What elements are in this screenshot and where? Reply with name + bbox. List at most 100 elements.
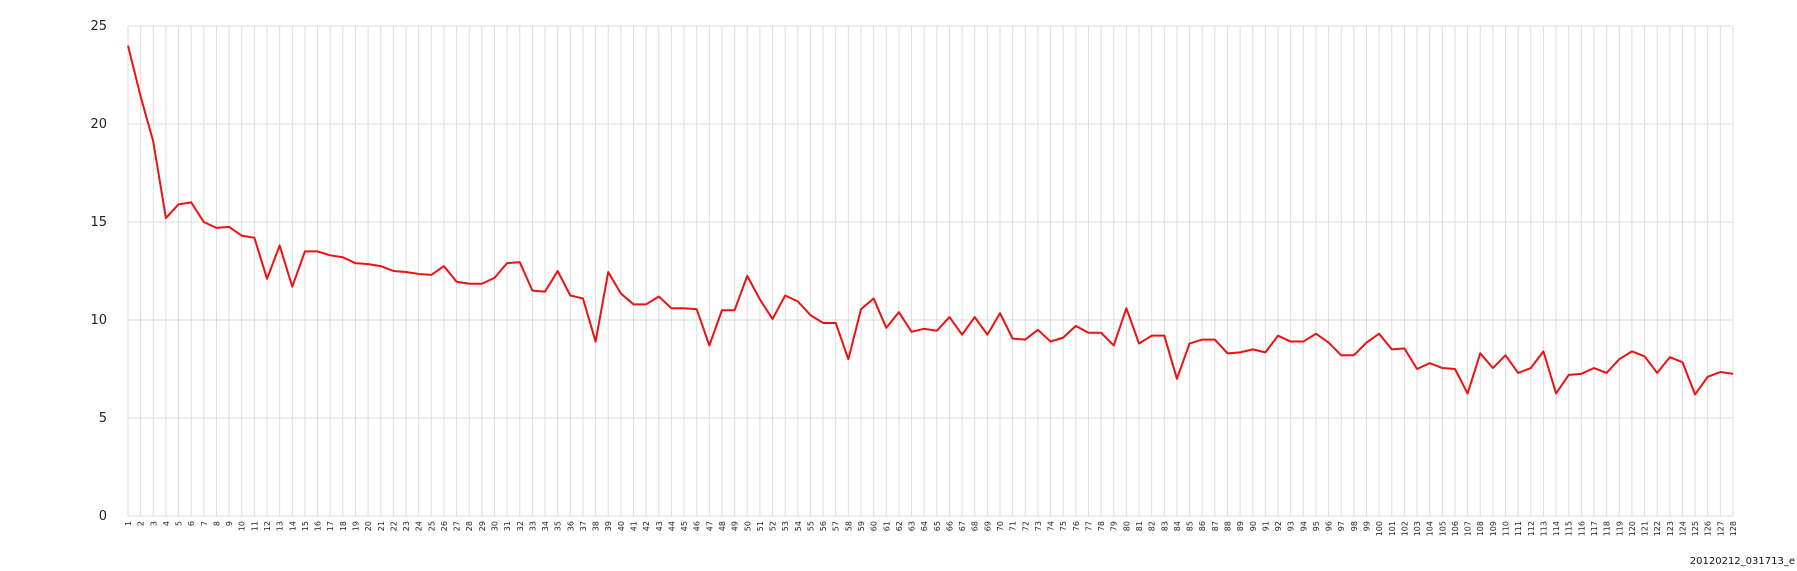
data-point bbox=[1543, 351, 1545, 353]
x-tick-label: 77 bbox=[1084, 521, 1093, 531]
x-tick-label: 40 bbox=[617, 521, 626, 531]
y-tick-label: 5 bbox=[99, 411, 107, 426]
x-tick-label: 48 bbox=[718, 521, 727, 531]
x-tick-label: 42 bbox=[642, 521, 651, 531]
x-tick-label: 69 bbox=[983, 521, 992, 531]
x-tick-label: 23 bbox=[402, 521, 411, 531]
data-point bbox=[570, 295, 572, 297]
x-tick-label: 92 bbox=[1274, 521, 1283, 531]
data-point bbox=[1530, 367, 1532, 369]
data-point bbox=[1189, 343, 1191, 345]
data-point bbox=[1707, 376, 1709, 378]
x-tick-label: 122 bbox=[1653, 521, 1662, 536]
y-tick-label: 10 bbox=[90, 313, 107, 328]
series-line bbox=[127, 45, 1734, 396]
data-point bbox=[1176, 378, 1178, 380]
x-tick-label: 45 bbox=[680, 521, 689, 531]
x-tick-label: 71 bbox=[1009, 521, 1018, 531]
data-point bbox=[1479, 353, 1481, 355]
data-point bbox=[1581, 373, 1583, 375]
x-tick-label: 123 bbox=[1666, 521, 1675, 536]
x-tick-label: 128 bbox=[1729, 521, 1738, 536]
data-point bbox=[746, 275, 748, 277]
x-tick-label: 100 bbox=[1375, 521, 1384, 536]
x-tick-label: 66 bbox=[945, 521, 954, 531]
series-group bbox=[127, 45, 1734, 396]
x-tick-label: 35 bbox=[554, 521, 563, 531]
x-tick-label: 102 bbox=[1400, 521, 1409, 536]
data-point bbox=[1644, 355, 1646, 357]
data-point bbox=[317, 251, 319, 253]
data-point bbox=[1315, 333, 1317, 335]
x-tick-label: 21 bbox=[377, 521, 386, 531]
x-tick-label: 31 bbox=[503, 521, 512, 531]
x-tick-label: 62 bbox=[895, 521, 904, 531]
data-point bbox=[1201, 339, 1203, 341]
x-tick-label: 3 bbox=[149, 521, 158, 526]
x-tick-label: 39 bbox=[604, 521, 613, 531]
x-tick-label: 30 bbox=[490, 521, 499, 531]
data-point bbox=[279, 245, 281, 247]
x-tick-label: 81 bbox=[1135, 521, 1144, 531]
data-point bbox=[620, 293, 622, 295]
data-point bbox=[1037, 329, 1039, 331]
data-point bbox=[1391, 349, 1393, 351]
x-tick-label: 99 bbox=[1363, 521, 1372, 531]
x-tick-label: 101 bbox=[1388, 521, 1397, 536]
data-point bbox=[266, 278, 268, 280]
data-point bbox=[595, 341, 597, 343]
x-tick-label: 55 bbox=[806, 521, 815, 531]
data-point bbox=[291, 286, 293, 288]
x-tick-label: 121 bbox=[1641, 521, 1650, 536]
data-point bbox=[1340, 354, 1342, 356]
x-tick-label: 51 bbox=[756, 521, 765, 531]
x-tick-label: 49 bbox=[731, 521, 740, 531]
data-point bbox=[1732, 373, 1734, 375]
y-tick-label: 0 bbox=[99, 509, 107, 524]
x-tick-label: 25 bbox=[427, 521, 436, 531]
x-tick-label: 117 bbox=[1590, 521, 1599, 536]
data-point bbox=[1353, 354, 1355, 356]
data-point bbox=[1227, 353, 1229, 355]
x-tick-label: 106 bbox=[1451, 521, 1460, 536]
x-tick-label: 47 bbox=[705, 521, 714, 531]
data-point bbox=[557, 270, 559, 272]
data-point bbox=[999, 312, 1001, 314]
x-tick-label: 83 bbox=[1160, 521, 1169, 531]
data-point bbox=[443, 265, 445, 267]
x-tick-label: 79 bbox=[1110, 521, 1119, 531]
data-point bbox=[342, 256, 344, 258]
data-point bbox=[683, 307, 685, 309]
x-tick-label: 96 bbox=[1325, 521, 1334, 531]
x-tick-label: 82 bbox=[1148, 521, 1157, 531]
data-point bbox=[405, 271, 407, 273]
x-tick-label: 8 bbox=[212, 521, 221, 526]
x-tick-label: 65 bbox=[933, 521, 942, 531]
data-point bbox=[822, 322, 824, 324]
data-point bbox=[216, 227, 218, 229]
data-point bbox=[1113, 345, 1115, 347]
data-point bbox=[1555, 393, 1557, 395]
data-point bbox=[1568, 374, 1570, 376]
data-point bbox=[519, 261, 521, 263]
data-point bbox=[140, 96, 142, 98]
x-tick-label: 76 bbox=[1072, 521, 1081, 531]
data-point bbox=[835, 322, 837, 324]
data-point bbox=[759, 299, 761, 301]
x-tick-label: 70 bbox=[996, 521, 1005, 531]
x-tick-label: 61 bbox=[882, 521, 891, 531]
data-point bbox=[468, 283, 470, 285]
data-point bbox=[607, 271, 609, 273]
x-tick-label: 124 bbox=[1678, 521, 1687, 536]
x-tick-label: 89 bbox=[1236, 521, 1245, 531]
x-tick-label: 112 bbox=[1527, 521, 1536, 536]
x-tick-label: 80 bbox=[1122, 521, 1131, 531]
data-point bbox=[1442, 367, 1444, 369]
x-tick-label: 72 bbox=[1021, 521, 1030, 531]
data-point bbox=[885, 327, 887, 329]
data-point bbox=[431, 274, 433, 276]
data-point bbox=[1151, 335, 1153, 337]
data-point bbox=[633, 304, 635, 306]
data-point bbox=[1050, 341, 1052, 343]
